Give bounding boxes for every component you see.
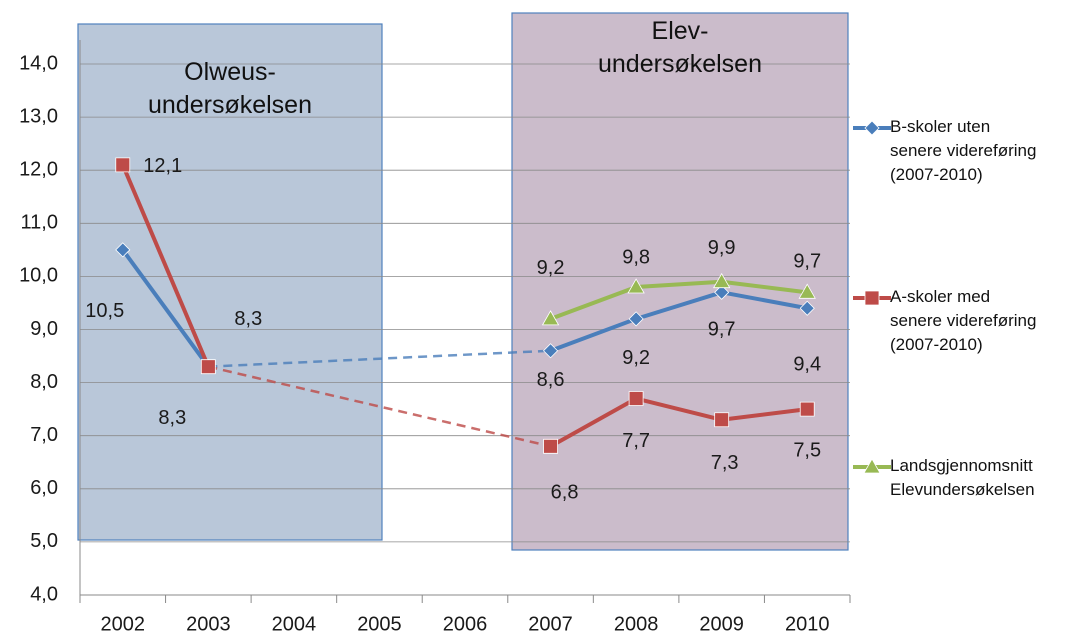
legend-label: A-skoler med senere videreføring (2007-2… xyxy=(890,287,1037,354)
annotation-text: Olweus- undersøkelsen xyxy=(148,58,312,119)
gap-connector xyxy=(208,349,551,368)
data-label: 9,8 xyxy=(622,246,650,268)
marker xyxy=(628,311,644,327)
y-tick-label: 4,0 xyxy=(30,583,58,605)
x-tick-label: 2009 xyxy=(699,613,744,635)
data-label: 9,7 xyxy=(708,319,736,341)
data-label: 6,8 xyxy=(551,482,579,504)
x-tick-label: 2004 xyxy=(272,613,317,635)
series-line xyxy=(121,248,210,368)
marker xyxy=(200,359,216,375)
data-label: 7,3 xyxy=(711,452,739,474)
legend-label: Landsgjennomsnitt Elevundersøkelsen xyxy=(890,456,1035,499)
marker xyxy=(712,272,731,289)
marker xyxy=(798,283,816,299)
y-tick-label: 11,0 xyxy=(21,212,58,234)
marker xyxy=(627,278,645,294)
data-label: 9,7 xyxy=(793,251,821,273)
data-label: 9,9 xyxy=(708,237,736,259)
y-tick-label: 12,0 xyxy=(19,158,58,180)
marker xyxy=(799,300,815,316)
x-tick-label: 2002 xyxy=(101,613,146,635)
y-tick-label: 8,0 xyxy=(30,371,58,393)
marker xyxy=(115,157,131,173)
legend-label: B-skoler uten senere videreføring (2007-… xyxy=(890,117,1037,184)
y-tick-label: 9,0 xyxy=(30,318,58,340)
y-tick-label: 7,0 xyxy=(30,424,58,446)
legend-marker xyxy=(864,290,880,306)
x-tick-label: 2007 xyxy=(528,613,573,635)
data-label: 8,3 xyxy=(234,308,262,330)
data-label: 9,2 xyxy=(622,347,650,369)
annotation-box xyxy=(511,12,849,551)
series-line xyxy=(549,396,808,449)
series-line xyxy=(549,290,808,353)
y-tick-label: 5,0 xyxy=(30,530,58,552)
annotation-text: Elev- undersøkelsen xyxy=(598,17,762,78)
y-tick-label: 6,0 xyxy=(30,477,58,499)
marker xyxy=(714,412,730,428)
x-tick-label: 2008 xyxy=(614,613,659,635)
x-tick-label: 2003 xyxy=(186,613,231,635)
data-label: 12,1 xyxy=(143,155,182,177)
series-line xyxy=(549,279,808,321)
data-label: 8,6 xyxy=(537,369,565,391)
x-tick-label: 2010 xyxy=(785,613,830,635)
marker xyxy=(543,438,558,454)
x-tick-label: 2006 xyxy=(443,613,488,635)
marker xyxy=(542,343,559,359)
marker xyxy=(714,284,730,300)
data-label: 9,2 xyxy=(537,257,565,279)
gap-connector xyxy=(208,365,551,448)
series-line xyxy=(120,164,211,368)
marker xyxy=(541,310,560,326)
legend-marker xyxy=(864,120,880,136)
data-label: 8,3 xyxy=(158,407,186,429)
y-tick-label: 13,0 xyxy=(19,105,58,127)
y-tick-label: 14,0 xyxy=(19,52,58,74)
marker xyxy=(799,401,815,417)
marker xyxy=(628,391,644,406)
marker xyxy=(115,242,131,258)
data-label: 7,7 xyxy=(622,430,650,452)
data-label: 10,5 xyxy=(85,300,124,322)
x-tick-label: 2005 xyxy=(357,613,402,635)
data-label: 9,4 xyxy=(793,354,821,376)
y-tick-label: 10,0 xyxy=(19,265,58,287)
annotation-box xyxy=(77,23,383,541)
data-label: 7,5 xyxy=(793,439,821,461)
legend-marker xyxy=(863,458,881,474)
